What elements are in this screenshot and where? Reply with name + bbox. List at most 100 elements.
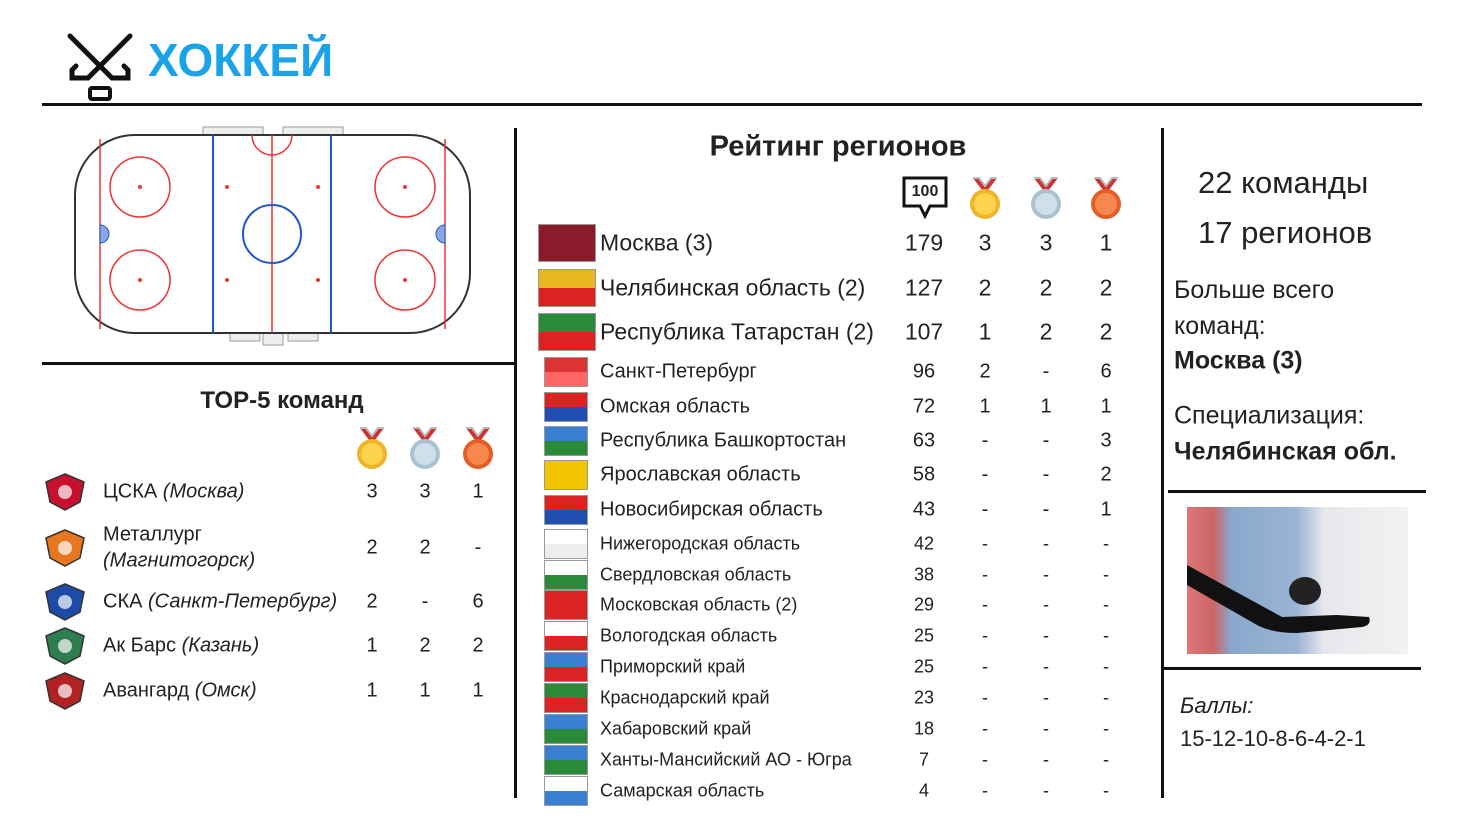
team-name-wrap: СКА (Санкт-Петербург) xyxy=(103,591,337,614)
medal-count: - xyxy=(421,590,429,613)
medal-count: - xyxy=(1103,533,1109,554)
medal-count: - xyxy=(982,594,988,615)
region-flag xyxy=(544,745,588,775)
region-name: Челябинская область (2) xyxy=(600,274,866,301)
regions-count: 17 регионов xyxy=(1198,215,1373,250)
section-title: ТОР-5 команд xyxy=(200,387,364,414)
region-name: Хабаровский край xyxy=(600,718,752,739)
region-flag xyxy=(544,392,588,422)
region-points: 72 xyxy=(912,395,936,418)
region-points: 127 xyxy=(904,274,944,301)
team-logo xyxy=(42,626,88,666)
medal-count: 1 xyxy=(366,634,378,657)
region-points: 18 xyxy=(913,718,935,739)
medal-count: 2 xyxy=(979,360,991,383)
region-points: 38 xyxy=(913,564,935,585)
team-logo-graphic xyxy=(45,672,85,710)
medal-count: - xyxy=(1103,749,1109,770)
region-name: Краснодарский край xyxy=(600,687,770,708)
medal-count: 3 xyxy=(419,480,431,503)
points-icon xyxy=(902,176,948,220)
medal-count: - xyxy=(1042,498,1050,521)
points-icon-label: 100 xyxy=(911,183,939,200)
medal-count: 2 xyxy=(1100,463,1112,486)
spec-value: Челябинская обл. xyxy=(1174,437,1397,466)
medal-count: 1 xyxy=(1100,498,1112,521)
team-city: (Казань) xyxy=(181,634,260,657)
medal-count: - xyxy=(982,749,988,770)
region-flag xyxy=(544,495,588,525)
region-name: Санкт-Петербург xyxy=(600,360,757,383)
medal-count: 1 xyxy=(979,395,991,418)
medal-count: 2 xyxy=(419,634,431,657)
region-points: 43 xyxy=(912,498,936,521)
region-points: 63 xyxy=(912,429,936,452)
medal-count: - xyxy=(1103,564,1109,585)
team-name-wrap: Ак Барс (Казань) xyxy=(103,635,259,658)
medal-count: - xyxy=(982,625,988,646)
divider xyxy=(1163,667,1421,670)
medal-count: - xyxy=(982,564,988,585)
team-city: (Санкт-Петербург) xyxy=(148,590,338,613)
team-logo-graphic xyxy=(45,627,85,665)
team-name: СКА xyxy=(103,590,143,613)
team-logo xyxy=(42,671,88,711)
medal-count: - xyxy=(1103,656,1109,677)
medal-icon xyxy=(407,426,443,472)
medal-count: 2 xyxy=(1099,274,1113,301)
medal-count: 2 xyxy=(472,634,484,657)
team-logo xyxy=(42,472,88,512)
divider xyxy=(42,103,1422,106)
medal-count: - xyxy=(1103,625,1109,646)
region-points: 58 xyxy=(912,463,936,486)
medal-count: - xyxy=(1043,687,1049,708)
medal-count: - xyxy=(1043,656,1049,677)
medal-count: - xyxy=(1043,564,1049,585)
region-name: Самарская область xyxy=(600,780,765,801)
region-flag xyxy=(538,224,596,262)
medal-count: 1 xyxy=(1040,395,1052,418)
region-points: 25 xyxy=(913,656,935,677)
region-flag xyxy=(544,560,588,590)
page-title: ХОККЕЙ xyxy=(148,34,334,86)
medal-icon xyxy=(1028,176,1064,222)
medal-count: 2 xyxy=(1099,318,1113,345)
region-points: 25 xyxy=(913,625,935,646)
team-logo-graphic xyxy=(45,583,85,621)
medal-count: - xyxy=(1043,594,1049,615)
region-name: Ханты-Мансийский АО - Югра xyxy=(600,749,852,770)
region-points: 107 xyxy=(904,318,944,345)
team-name: ЦСКА xyxy=(103,480,158,503)
medal-count: - xyxy=(1103,594,1109,615)
region-flag xyxy=(544,460,588,490)
medal-count: 2 xyxy=(366,536,378,559)
points-label: Баллы: xyxy=(1180,693,1254,718)
medal-graphic xyxy=(1091,177,1121,219)
medal-count: 3 xyxy=(366,480,378,503)
teams-count: 22 команды xyxy=(1198,165,1369,200)
region-name: Республика Татарстан (2) xyxy=(600,318,874,345)
medal-icon xyxy=(460,426,496,472)
medal-count: - xyxy=(1103,718,1109,739)
medal-count: 3 xyxy=(1039,229,1053,256)
medal-graphic xyxy=(970,177,1000,219)
medal-count: - xyxy=(982,656,988,677)
medal-count: - xyxy=(1042,360,1050,383)
medal-count: - xyxy=(982,780,988,801)
medal-count: 1 xyxy=(1099,229,1113,256)
team-name-wrap: ЦСКА (Москва) xyxy=(103,481,244,504)
region-flag xyxy=(544,590,588,620)
medal-count: - xyxy=(981,498,989,521)
medal-count: - xyxy=(982,718,988,739)
region-name: Новосибирская область xyxy=(600,498,823,521)
region-points: 179 xyxy=(904,229,944,256)
region-name: Московская область (2) xyxy=(600,594,798,615)
medal-count: 2 xyxy=(1039,318,1053,345)
medal-count: - xyxy=(1043,718,1049,739)
medal-count: - xyxy=(1042,463,1050,486)
medal-count: 6 xyxy=(1100,360,1112,383)
team-name-wrap: Авангард (Омск) xyxy=(103,680,257,703)
medal-count: - xyxy=(474,536,482,559)
region-flag xyxy=(544,621,588,651)
